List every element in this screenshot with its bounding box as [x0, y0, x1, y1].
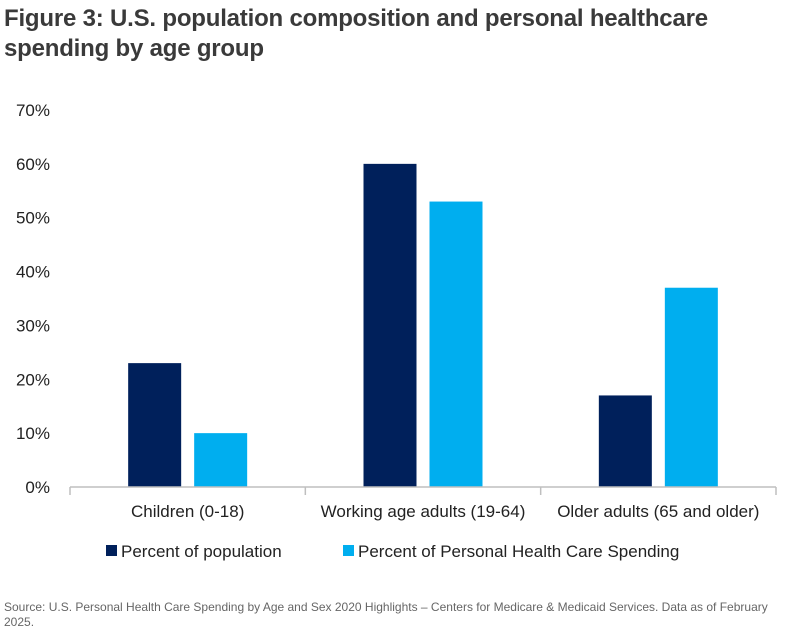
bar-population	[363, 163, 417, 487]
y-tick-label: 10%	[16, 424, 50, 443]
x-axis-ticks	[69, 487, 777, 495]
bar-population	[128, 363, 182, 487]
bar-spending	[194, 433, 248, 487]
source-note: Source: U.S. Personal Health Care Spendi…	[4, 600, 768, 629]
y-tick-label: 0%	[25, 478, 50, 497]
legend: Percent of population Percent of Personal…	[106, 542, 679, 561]
y-tick-label: 20%	[16, 370, 50, 389]
bar-population	[598, 395, 652, 487]
legend-label-spending: Percent of Personal Health Care Spending	[358, 542, 679, 561]
bar-spending	[664, 287, 718, 487]
y-tick-label: 30%	[16, 316, 50, 335]
legend-label-population: Percent of population	[121, 542, 282, 561]
chart-title: Figure 3: U.S. population composition an…	[4, 5, 708, 62]
x-tick-label: Older adults (65 and older)	[557, 502, 759, 521]
y-tick-label: 40%	[16, 263, 50, 282]
y-axis-ticks: 0% 10% 20% 30% 40% 50% 60% 70%	[16, 101, 50, 497]
legend-swatch-spending	[343, 545, 354, 556]
bar-chart: 0% 10% 20% 30% 40% 50% 60% 70% Children (0-18) W…	[16, 101, 777, 561]
x-tick-label: Working age adults (19-64)	[321, 502, 526, 521]
bar-spending	[429, 201, 483, 488]
y-tick-label: 50%	[16, 209, 50, 228]
y-tick-label: 70%	[16, 101, 50, 120]
y-tick-label: 60%	[16, 155, 50, 174]
legend-swatch-population	[106, 545, 117, 556]
x-tick-label: Children (0-18)	[131, 502, 244, 521]
bars	[128, 163, 718, 488]
x-axis-labels: Children (0-18) Working age adults (19-64…	[131, 502, 759, 521]
